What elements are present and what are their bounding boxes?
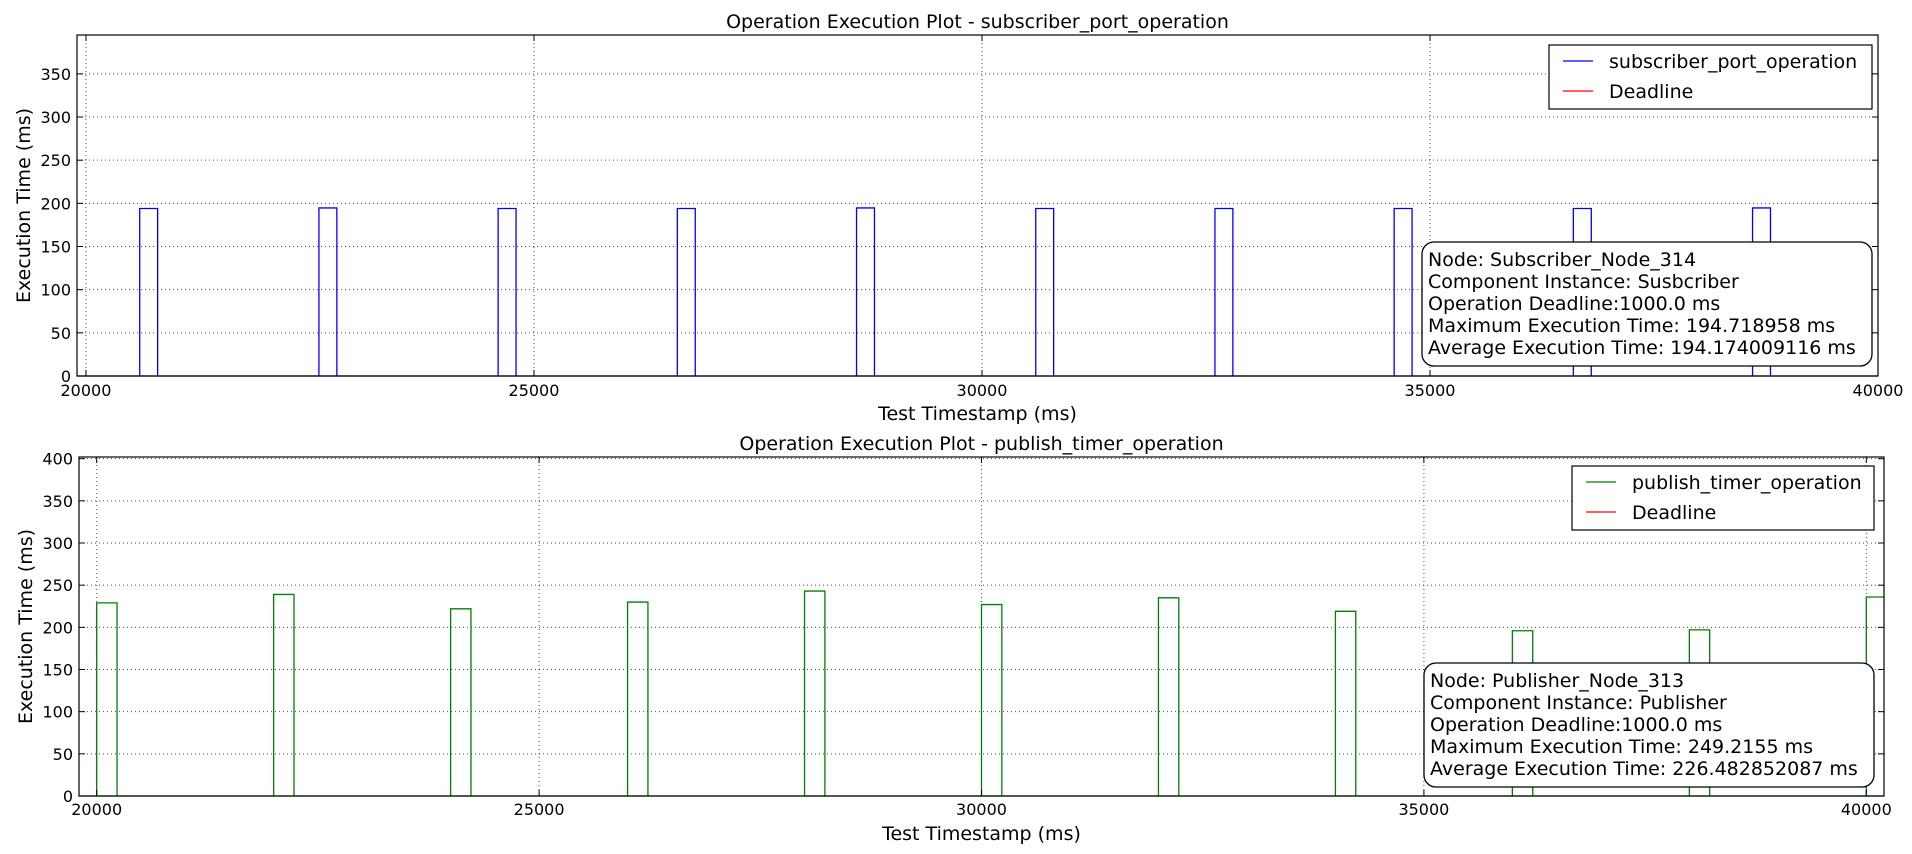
pulse-mark xyxy=(139,207,159,376)
x-tick-label: 35000 xyxy=(1405,381,1456,400)
legend: publish_timer_operation Deadline xyxy=(1571,465,1875,531)
y-tick-label: 150 xyxy=(42,661,73,680)
info-line: Average Execution Time: 226.482852087 ms xyxy=(1430,758,1858,780)
info-line: Component Instance: Susbcriber xyxy=(1428,271,1739,293)
legend: subscriber_port_operation Deadline xyxy=(1548,44,1873,110)
axes-frame xyxy=(76,34,1879,377)
y-axis-label: Execution Time (ms) xyxy=(13,108,35,303)
y-tick-label: 300 xyxy=(42,534,73,553)
info-line: Operation Deadline:1000.0 ms xyxy=(1428,293,1720,315)
pulse-mark xyxy=(626,601,649,796)
x-tick-label: 25000 xyxy=(509,381,560,400)
pulse-mark xyxy=(1157,597,1180,796)
legend-label: subscriber_port_operation xyxy=(1609,51,1857,73)
pulse-mark xyxy=(96,602,118,796)
pulse-mark xyxy=(318,207,338,376)
y-tick-label: 50 xyxy=(53,745,73,764)
info-line: Average Execution Time: 194.174009116 ms xyxy=(1428,337,1856,359)
x-tick-label: 30000 xyxy=(957,381,1008,400)
pulse-mark xyxy=(1334,610,1357,796)
x-tick-label: 40000 xyxy=(1853,381,1904,400)
y-tick-label: 0 xyxy=(61,367,71,386)
y-tick-label: 200 xyxy=(40,194,71,213)
pulse-mark xyxy=(1393,207,1413,376)
y-tick-label: 250 xyxy=(40,151,71,170)
pulse-mark xyxy=(676,207,696,376)
x-tick-label: 35000 xyxy=(1398,800,1449,819)
info-box-frame xyxy=(1421,241,1873,367)
x-tick-label: 25000 xyxy=(514,800,565,819)
info-line: Node: Subscriber_Node_314 xyxy=(1428,249,1696,271)
x-tick-label: 20000 xyxy=(61,381,112,400)
pulse-mark xyxy=(1035,207,1055,376)
pulse-mark xyxy=(1214,207,1234,376)
chart-2: 20000 25000 30000 35000 40000 0 50 100 150 200 250… xyxy=(15,433,1892,845)
x-axis-label: Test Timestamp (ms) xyxy=(881,823,1081,845)
info-line: Maximum Execution Time: 249.2155 ms xyxy=(1430,736,1813,758)
info-line: Component Instance: Publisher xyxy=(1430,692,1727,714)
x-axis-label: Test Timestamp (ms) xyxy=(877,403,1077,425)
pulse-mark xyxy=(449,608,472,796)
y-tick-label: 100 xyxy=(42,703,73,722)
info-line: Node: Publisher_Node_313 xyxy=(1430,670,1684,692)
x-tick-label: 30000 xyxy=(956,800,1007,819)
pulse-mark xyxy=(273,593,295,796)
x-tick-label: 40000 xyxy=(1841,800,1892,819)
y-tick-label: 350 xyxy=(42,492,73,511)
info-box-frame xyxy=(1423,662,1875,788)
legend-label: Deadline xyxy=(1609,81,1693,103)
y-tick-label: 250 xyxy=(42,576,73,595)
legend-box xyxy=(1571,465,1875,531)
chart-title: Operation Execution Plot - publish_timer… xyxy=(739,433,1223,455)
y-tick-label: 0 xyxy=(63,787,73,806)
y-tick-label: 400 xyxy=(42,450,73,469)
pulse-mark xyxy=(855,207,876,376)
info-line: Maximum Execution Time: 194.718958 ms xyxy=(1428,315,1835,337)
y-tick-label: 300 xyxy=(40,108,71,127)
legend-label: Deadline xyxy=(1632,502,1716,524)
y-tick-label: 150 xyxy=(40,238,71,257)
charts-layer: 20000 25000 30000 35000 40000 0 50 100 150 200 250… xyxy=(13,11,1903,845)
y-tick-label: 100 xyxy=(40,281,71,300)
legend-label: publish_timer_operation xyxy=(1632,472,1862,494)
y-tick-label: 350 xyxy=(40,65,71,84)
pulse-mark xyxy=(980,603,1003,796)
info-line: Operation Deadline:1000.0 ms xyxy=(1430,714,1722,736)
pulse-mark xyxy=(803,590,826,796)
legend-box xyxy=(1548,44,1873,110)
x-tick-label: 20000 xyxy=(71,800,122,819)
chart-title: Operation Execution Plot - subscriber_po… xyxy=(726,11,1229,33)
y-axis-label: Execution Time (ms) xyxy=(15,529,37,724)
chart-1: 20000 25000 30000 35000 40000 0 50 100 150 200 250… xyxy=(13,11,1903,425)
pulse-mark xyxy=(497,207,517,376)
y-tick-label: 200 xyxy=(42,618,73,637)
y-tick-label: 50 xyxy=(51,324,71,343)
